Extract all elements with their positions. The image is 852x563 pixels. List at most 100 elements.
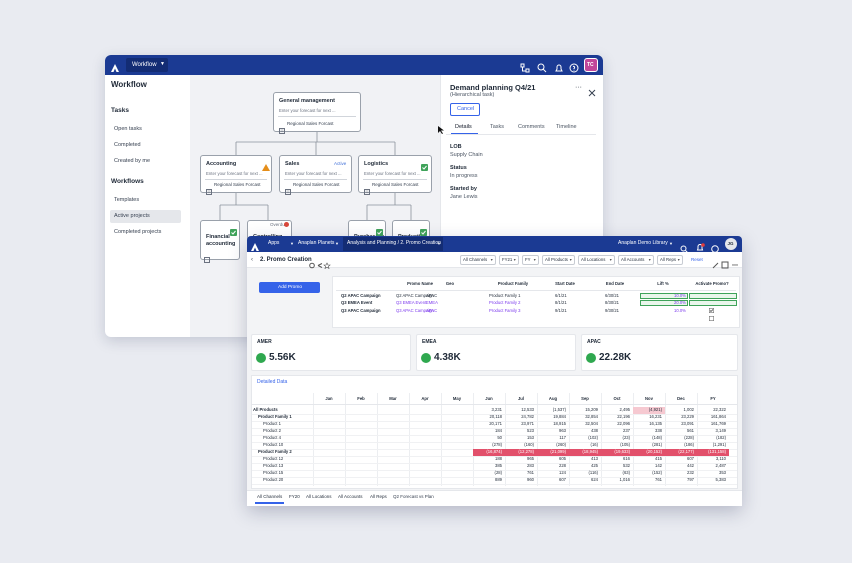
input-line [278, 116, 356, 117]
promo-cell: APAC [426, 307, 438, 313]
nav-item[interactable]: Completed [114, 142, 141, 148]
avatar [584, 58, 598, 72]
cell-value: 3,110 [715, 456, 726, 461]
filter-dropdown[interactable] [657, 255, 683, 265]
column-header: Product Family [497, 281, 529, 286]
row-line [252, 476, 737, 477]
page-tab [343, 237, 443, 251]
logo [110, 60, 120, 72]
cell-value: 237 [623, 428, 630, 433]
nav-model[interactable]: Anaplan Planets [298, 240, 335, 246]
cancel-button[interactable] [450, 103, 480, 116]
month-header: Apr [421, 396, 429, 401]
caret: ▼ [437, 240, 441, 246]
doc-icon [364, 182, 370, 195]
filter-dropdown[interactable] [578, 255, 615, 265]
node-badge: Active [334, 161, 347, 166]
cell-value: 12,533 [521, 407, 534, 412]
nav-apps[interactable]: Apps [268, 240, 280, 246]
status-dot [421, 353, 431, 363]
column-line [409, 393, 410, 486]
footer-tab[interactable]: All Reps [370, 494, 387, 499]
cell-value: (1,291) [712, 442, 726, 447]
filter-dropdown[interactable] [522, 255, 539, 265]
tab[interactable]: Comments [518, 124, 545, 130]
nav-item[interactable]: Completed projects [114, 229, 162, 235]
row-line [252, 441, 737, 442]
cell-value: 2,495 [619, 407, 630, 412]
activate-checkbox[interactable] [709, 300, 714, 314]
footer-tab[interactable]: All Locations [306, 494, 332, 499]
column-line [473, 393, 474, 486]
filter-dropdown[interactable] [542, 255, 575, 265]
footer-tab[interactable]: All Channels [257, 494, 283, 499]
nav-item[interactable]: Created by me [114, 158, 151, 164]
nav-item[interactable]: Templates [114, 197, 140, 203]
cell-value: 124 [559, 470, 566, 475]
tab-underline [451, 133, 478, 135]
cell-value: (105) [620, 442, 630, 447]
status-dot [586, 353, 596, 363]
cell-value: 20,118 [489, 414, 503, 419]
row-name: Q3 EMEA Event [341, 300, 373, 306]
connectors [190, 75, 440, 337]
footer-tab[interactable]: Q2 Forecast vs Plan [393, 494, 434, 499]
nav-icon [554, 60, 564, 72]
footer-tab[interactable]: FY20 [289, 494, 300, 499]
task-node[interactable] [358, 155, 432, 193]
month-header: Aug [548, 396, 558, 401]
nav-library[interactable]: Anaplan Demo Library [618, 240, 668, 246]
lift-cell [640, 292, 688, 299]
cell-value: 184 [495, 428, 502, 433]
task-node[interactable] [279, 155, 352, 193]
promo-cell: 6/30/21 [605, 293, 619, 298]
reset[interactable]: Reset [691, 257, 703, 262]
nav-page[interactable]: Analysis and Planning / 2. Promo Creatio… [347, 240, 441, 246]
activate-checkbox[interactable] [709, 308, 714, 321]
row-label: Product 2 [263, 428, 281, 433]
app-menu[interactable] [126, 58, 168, 72]
close-button[interactable] [588, 84, 596, 97]
task-node[interactable] [200, 155, 272, 193]
check-badge [376, 223, 383, 236]
cell-value: 161,769 [710, 421, 726, 426]
tab[interactable]: Details [455, 124, 472, 130]
cell-value: 761 [527, 470, 534, 475]
add-promo-button[interactable] [259, 282, 320, 293]
nav-item[interactable]: Open tasks [114, 126, 142, 132]
activate-checkbox[interactable] [709, 293, 714, 306]
column-header: Start Date [555, 281, 575, 286]
panel-subtitle: (Hierarchical task) [450, 92, 495, 98]
kpi-label: AMER [257, 339, 272, 345]
tab[interactable]: Tasks [490, 124, 505, 130]
tab[interactable]: Timeline [556, 124, 577, 130]
footer-bar [247, 490, 742, 506]
filter-dropdown[interactable] [499, 255, 519, 265]
cell-value: (116) [588, 470, 598, 475]
cell-value: (131,158) [708, 449, 726, 454]
help-icon [711, 240, 719, 253]
promo-cell: Product Family 1 [489, 293, 521, 298]
activate-cell [689, 292, 737, 299]
filter-dropdown[interactable] [618, 255, 654, 265]
nav-item[interactable]: Active projects [114, 213, 150, 219]
active-footer-tab [255, 502, 284, 504]
footer-tab[interactable]: All Accounts [338, 494, 363, 499]
cell-value: 22,096 [617, 421, 630, 426]
node-link: Regional Sales Forcast [372, 182, 419, 187]
month-header: FY [710, 396, 716, 401]
row-label: Product 15 [263, 470, 284, 475]
caret: ▼ [609, 257, 613, 262]
task-node[interactable] [273, 92, 361, 132]
task-node[interactable] [200, 220, 240, 260]
cell-value: (1,537) [552, 407, 566, 412]
filter-dropdown[interactable] [460, 255, 496, 265]
check-badge [230, 223, 237, 236]
row-label: Product 1 [263, 421, 281, 426]
panel-title: Demand planning Q4/21 [450, 83, 536, 92]
check-badge [421, 158, 428, 171]
row-label: Product 12 [263, 456, 284, 461]
cell-value: (148) [652, 435, 662, 440]
negative-cell [633, 406, 665, 414]
row-label: All Products [253, 407, 278, 412]
